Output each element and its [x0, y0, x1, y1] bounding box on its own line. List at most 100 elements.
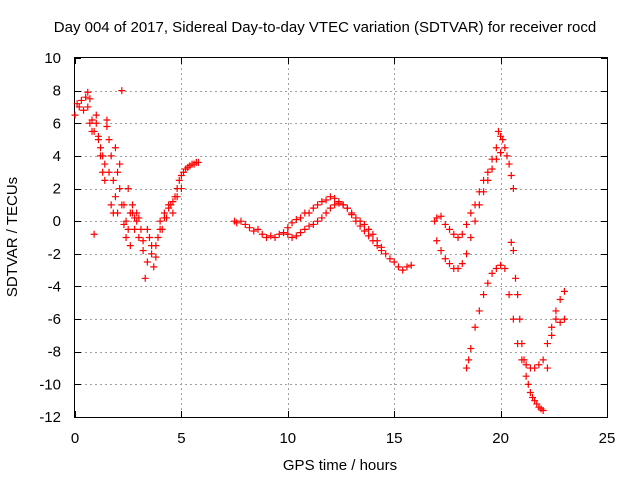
data-point — [492, 144, 500, 152]
data-point — [509, 315, 517, 323]
data-point — [82, 93, 90, 101]
data-point — [394, 263, 402, 271]
data-series — [463, 261, 568, 372]
data-point — [241, 220, 249, 228]
data-point — [463, 364, 471, 372]
data-point — [480, 188, 488, 196]
data-point — [524, 380, 532, 388]
data-point — [175, 176, 183, 184]
data-point — [124, 185, 132, 193]
data-point — [467, 344, 475, 352]
data-point — [450, 230, 458, 238]
data-point — [531, 364, 539, 372]
y-tick-label: -2 — [48, 246, 61, 263]
data-point — [535, 361, 543, 369]
data-point — [539, 356, 547, 364]
data-point — [137, 225, 145, 233]
data-point — [352, 217, 360, 225]
data-point — [99, 168, 107, 176]
data-point — [314, 201, 322, 209]
data-point — [173, 193, 181, 201]
data-point — [88, 127, 96, 135]
data-point — [369, 237, 377, 245]
data-point — [458, 230, 466, 238]
data-point — [105, 168, 113, 176]
data-point — [133, 209, 141, 217]
data-point — [267, 232, 275, 240]
data-point — [552, 315, 560, 323]
data-point — [522, 372, 530, 380]
data-point — [280, 229, 288, 237]
data-point — [511, 274, 519, 282]
x-tick-label: 25 — [599, 430, 616, 447]
data-series — [433, 149, 505, 273]
data-point — [152, 253, 160, 261]
data-point — [124, 225, 132, 233]
x-tick-label: 20 — [492, 430, 509, 447]
data-point — [516, 315, 524, 323]
data-point — [105, 136, 113, 144]
data-point — [90, 230, 98, 238]
data-point — [111, 193, 119, 201]
data-point — [86, 95, 94, 103]
data-point — [309, 204, 317, 212]
data-point — [560, 315, 568, 323]
data-point — [275, 230, 283, 238]
y-axis-tick-labels: -12 -10 -8 -6 -4 -2 0 2 4 6 8 10 — [39, 50, 61, 426]
data-point — [118, 201, 126, 209]
data-point — [475, 307, 483, 315]
data-point — [446, 225, 454, 233]
data-point — [433, 237, 441, 245]
data-point — [507, 171, 515, 179]
data-point — [454, 265, 462, 273]
data-point — [437, 247, 445, 255]
data-point — [145, 234, 153, 241]
data-point — [467, 234, 475, 241]
x-tick-label: 15 — [386, 430, 403, 447]
y-tick-label: 2 — [53, 181, 61, 198]
data-point — [254, 225, 262, 233]
data-point — [505, 160, 513, 168]
data-point — [556, 318, 564, 326]
x-axis-tick-labels: 0 5 10 15 20 25 — [71, 430, 616, 447]
data-point — [467, 209, 475, 217]
data-point — [471, 217, 479, 225]
data-point — [480, 291, 488, 299]
y-tick-label: -6 — [48, 311, 61, 328]
data-point — [507, 238, 515, 246]
data-point — [526, 389, 534, 397]
data-point — [331, 201, 339, 209]
data-point — [499, 136, 507, 144]
data-point — [348, 211, 356, 219]
data-point — [377, 247, 385, 255]
data-point — [139, 247, 147, 255]
data-point — [94, 136, 102, 144]
data-point — [233, 219, 241, 227]
data-point — [365, 225, 373, 233]
data-point — [326, 193, 334, 201]
data-point — [114, 168, 122, 176]
x-axis-label: GPS time / hours — [283, 457, 397, 474]
data-point — [75, 103, 83, 111]
data-point — [365, 232, 373, 240]
data-point — [369, 230, 377, 238]
data-point — [97, 144, 105, 152]
data-point — [297, 229, 305, 237]
data-point — [407, 261, 415, 269]
data-point — [548, 323, 556, 331]
data-point — [501, 144, 509, 152]
data-point — [122, 217, 130, 225]
data-point — [382, 250, 390, 258]
y-tick-label: -4 — [48, 278, 61, 295]
data-point — [284, 230, 292, 238]
y-tick-label: -8 — [48, 344, 61, 361]
data-point — [128, 201, 136, 209]
data-point — [318, 198, 326, 206]
data-point — [177, 185, 185, 193]
data-point — [322, 196, 330, 204]
data-point — [518, 340, 526, 348]
y-tick-label: -10 — [39, 376, 61, 393]
data-point — [194, 158, 202, 166]
data-point — [463, 250, 471, 258]
data-point — [309, 220, 317, 228]
